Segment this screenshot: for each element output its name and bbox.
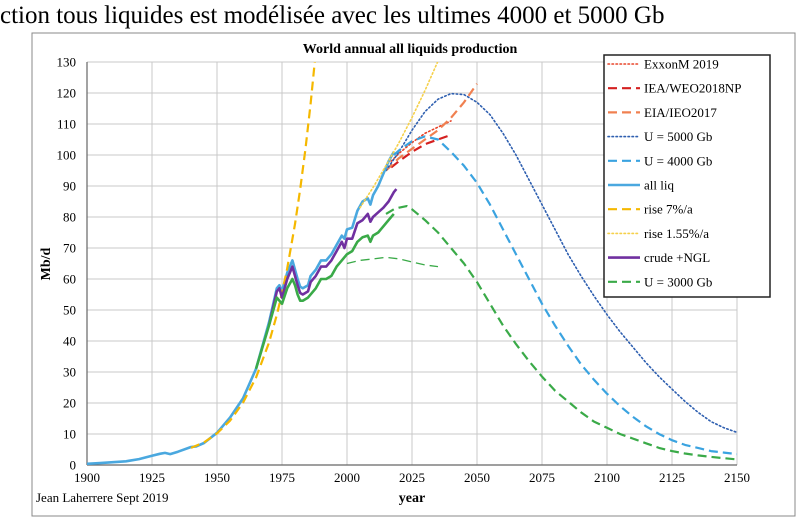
legend-label: U = 3000 Gb (644, 274, 712, 289)
y-tick-label: 10 (63, 427, 76, 442)
series-line-rise-1-55-a (359, 62, 439, 209)
legend-label: IEA/WEO2018NP (644, 81, 742, 96)
y-tick-label: 120 (57, 86, 77, 101)
x-tick-label: 1925 (139, 470, 165, 485)
x-tick-label: 1975 (269, 470, 295, 485)
x-tick-label: 2000 (334, 470, 360, 485)
y-tick-label: 20 (63, 396, 76, 411)
series-line-green-thin-forecast-unlabeled (346, 256, 439, 268)
legend: ExxonM 2019 IEA/WEO2018NP EIA/IEO2017 U = 5… (603, 54, 771, 298)
x-tick-label: 1950 (204, 470, 230, 485)
legend-label: crude +NGL (644, 250, 710, 265)
x-tick-label: 2075 (529, 470, 555, 485)
x-axis-label: year (399, 491, 425, 506)
credit-text: Jean Laherrere Sept 2019 (36, 490, 168, 505)
y-tick-label: 100 (57, 148, 77, 163)
y-tick-label: 40 (63, 334, 76, 349)
legend-label: U = 5000 Gb (644, 129, 712, 144)
chart-title: World annual all liquids production (303, 42, 518, 57)
legend-label: ExxonM 2019 (644, 57, 719, 72)
y-tick-label: 90 (63, 179, 76, 194)
legend-label: U = 4000 Gb (644, 153, 712, 168)
y-tick-label: 60 (63, 272, 76, 287)
y-tick-label: 70 (63, 241, 76, 256)
y-tick-label: 110 (57, 117, 76, 132)
series-line-all-liq-green-unlabeled (254, 213, 395, 370)
legend-label: rise 7%/a (644, 202, 693, 217)
x-tick-label: 2100 (594, 470, 620, 485)
legend-label: all liq (644, 178, 674, 193)
legend-label: EIA/IEO2017 (644, 105, 717, 120)
series-line-eia-ieo2017 (385, 83, 478, 172)
x-tick-label: 2150 (724, 470, 750, 485)
series-line-crude-ngl (267, 188, 398, 326)
grid (86, 61, 738, 466)
series-line-u-5000-gb (385, 92, 737, 434)
x-tick-label: 2025 (399, 470, 425, 485)
x-tick-label: 1900 (74, 470, 100, 485)
series-line-rise-7-a (190, 62, 316, 449)
series-line-iea-weo2018np (390, 133, 452, 169)
series-line-u-3000-gb (385, 205, 737, 461)
series-line-all-liq (87, 151, 395, 465)
y-tick-label: 50 (63, 303, 76, 318)
y-tick-label: 80 (63, 210, 76, 225)
page-heading: ction tous liquides est modélisée avec l… (0, 2, 665, 29)
y-tick-label: 30 (63, 365, 76, 380)
y-axis-label: Mb/d (39, 247, 54, 280)
y-tick-label: 0 (70, 458, 77, 473)
x-tick-label: 2125 (659, 470, 685, 485)
axes: 0 10 20 30 40 50 60 70 80 90 100 110 120 130 1900 1925 1… (57, 55, 751, 486)
series-layer (87, 62, 737, 465)
y-tick-label: 130 (57, 55, 77, 70)
series-line-u-4000-gb (393, 135, 737, 456)
x-tick-label: 2050 (464, 470, 490, 485)
legend-label: rise 1.55%/a (644, 226, 709, 241)
